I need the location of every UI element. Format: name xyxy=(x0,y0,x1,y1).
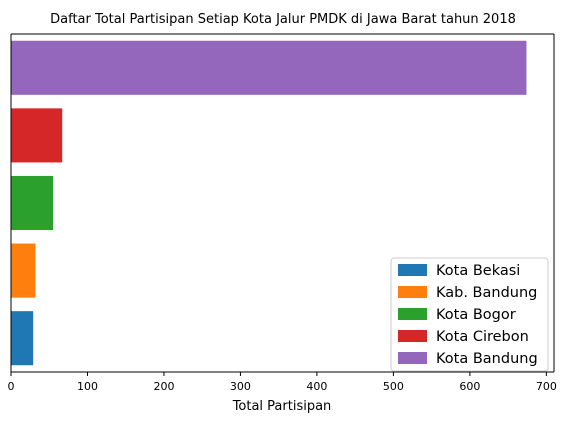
legend-label: Kota Bekasi xyxy=(436,263,520,279)
x-tick-label: 0 xyxy=(8,380,15,393)
x-tick-label: 700 xyxy=(536,380,557,393)
legend: Kota Bekasi Kab. Bandung Kota Bogor Kota Ci… xyxy=(390,257,549,372)
legend-label: Kota Cirebon xyxy=(436,329,529,345)
chart-title: Daftar Total Partisipan Setiap Kota Jalu… xyxy=(50,12,516,27)
legend-swatch xyxy=(398,352,427,364)
x-tick-label: 400 xyxy=(306,380,327,393)
bar-kota-cirebon xyxy=(11,108,63,163)
legend-swatch xyxy=(398,286,427,298)
bar-kota-bogor xyxy=(11,175,54,231)
bar-kab-bandung xyxy=(11,243,36,298)
x-tick-label: 300 xyxy=(230,380,251,393)
legend-swatch xyxy=(398,330,427,342)
x-tick-label: 100 xyxy=(77,380,98,393)
x-tick-label: 200 xyxy=(153,380,174,393)
bar-kota-bandung xyxy=(11,40,527,95)
legend-label: Kota Bandung xyxy=(436,351,538,367)
x-tick-label: 500 xyxy=(383,380,404,393)
legend-label: Kota Bogor xyxy=(436,307,516,323)
bar-kota-bekasi xyxy=(11,311,34,366)
bars-group xyxy=(11,40,527,366)
legend-swatch xyxy=(398,308,427,320)
legend-label: Kab. Bandung xyxy=(436,285,537,301)
axes-group xyxy=(10,33,555,373)
legend-swatch xyxy=(398,264,427,276)
x-ticks-group: 0 100 200 300 400 500 600 700 xyxy=(8,372,557,393)
x-axis-title: Total Partisipan xyxy=(232,399,332,414)
x-tick-label: 600 xyxy=(459,380,480,393)
legend-box xyxy=(390,257,549,372)
